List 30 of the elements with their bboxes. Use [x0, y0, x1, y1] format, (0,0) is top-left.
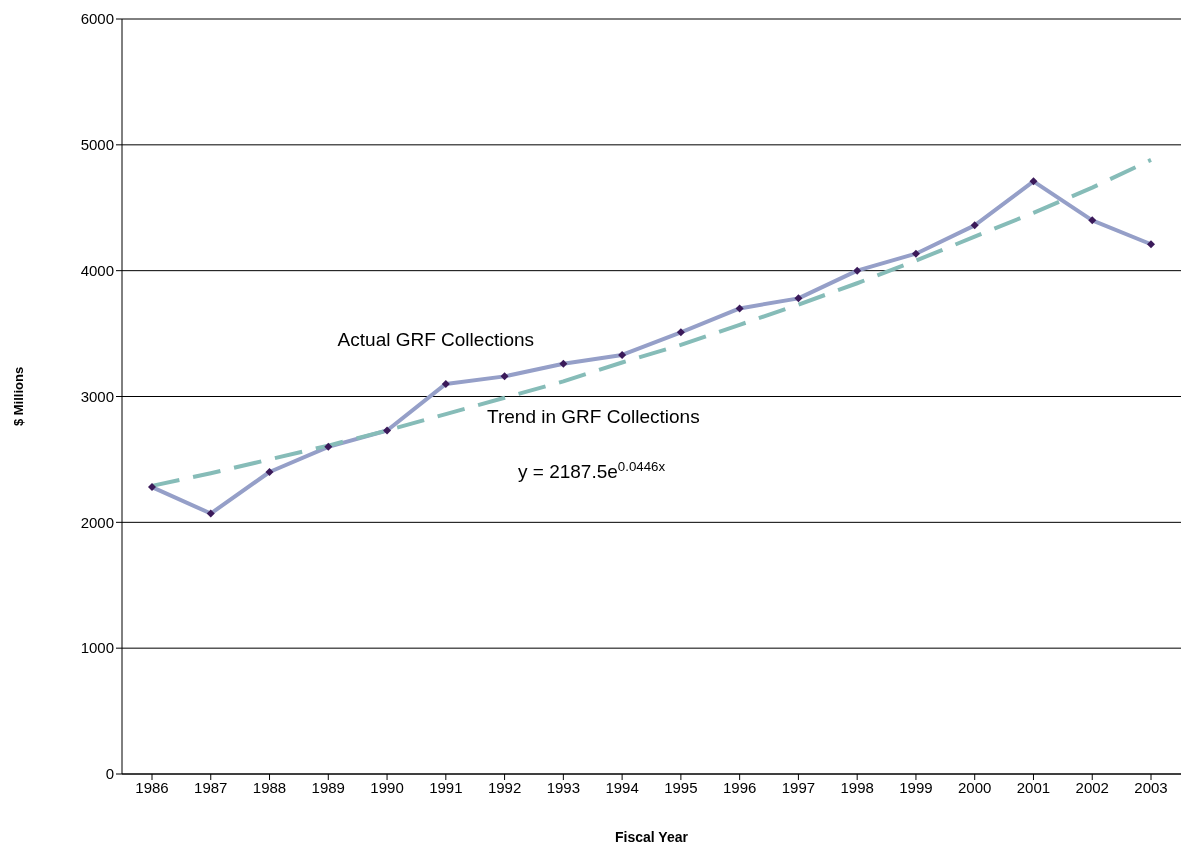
x-tick-label: 1991	[429, 778, 463, 796]
x-tick-label: 1995	[664, 778, 698, 796]
x-tick-label: 1994	[605, 778, 639, 796]
series-label: Trend in GRF Collections	[487, 406, 700, 428]
y-axis-title: $ Millions	[10, 366, 26, 427]
x-tick-label: 1986	[135, 778, 169, 796]
x-tick-label: 2001	[1016, 778, 1051, 796]
x-axis-title: Fiscal Year	[615, 829, 689, 845]
x-tick-label: 1987	[194, 778, 228, 796]
y-tick-label: 3000	[80, 387, 114, 405]
x-tick-label: 1993	[546, 778, 581, 796]
y-tick-label: 0	[105, 765, 114, 783]
x-tick-label: 2002	[1075, 778, 1109, 796]
x-tick-label: 1992	[487, 778, 522, 796]
y-tick-label: 5000	[80, 136, 114, 154]
x-tick-label: 1988	[252, 778, 287, 796]
x-tick-label: 2000	[958, 778, 992, 796]
x-tick-label: 1990	[370, 778, 404, 796]
x-tick-label: 2003	[1134, 778, 1168, 796]
annotation: y = 2187.5e$^{0.0446x}$	[518, 458, 666, 482]
y-tick-label: 4000	[80, 261, 114, 279]
x-tick-label: 1997	[781, 778, 816, 796]
y-tick-label: 2000	[80, 513, 114, 531]
x-tick-label: 1998	[840, 778, 874, 796]
series-label: Actual GRF Collections	[337, 328, 535, 350]
y-tick-label: 6000	[80, 10, 114, 28]
x-tick-label: 1989	[311, 778, 345, 796]
x-tick-label: 1996	[722, 778, 757, 796]
x-tick-label: 1999	[899, 778, 933, 796]
y-tick-label: 1000	[80, 639, 114, 657]
